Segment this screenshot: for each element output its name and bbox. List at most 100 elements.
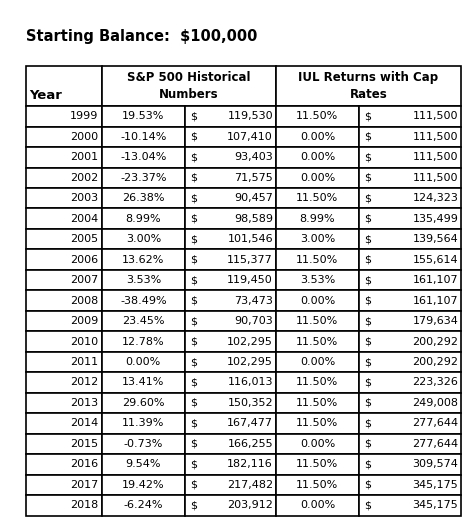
- Bar: [26, 311, 102, 331]
- Bar: [102, 249, 185, 270]
- Text: $: $: [190, 398, 197, 408]
- Text: 3.53%: 3.53%: [300, 275, 335, 285]
- Bar: [359, 393, 461, 413]
- Bar: [276, 393, 359, 413]
- Text: 2006: 2006: [70, 255, 98, 265]
- Text: -38.49%: -38.49%: [120, 296, 166, 306]
- Text: 71,575: 71,575: [234, 173, 273, 183]
- Bar: [26, 106, 102, 127]
- Bar: [276, 331, 359, 352]
- Text: 155,614: 155,614: [413, 255, 458, 265]
- Bar: [102, 167, 185, 188]
- Text: 102,295: 102,295: [227, 337, 273, 347]
- Bar: [102, 393, 185, 413]
- Bar: [185, 270, 276, 290]
- Bar: [359, 127, 461, 147]
- Text: 11.50%: 11.50%: [296, 418, 339, 428]
- Text: $: $: [190, 296, 197, 306]
- Bar: [359, 311, 461, 331]
- Text: 2011: 2011: [70, 357, 98, 367]
- Text: $: $: [364, 398, 371, 408]
- Text: 19.53%: 19.53%: [122, 111, 165, 121]
- Text: 217,482: 217,482: [227, 480, 273, 490]
- Bar: [185, 454, 276, 475]
- Bar: [26, 475, 102, 495]
- Bar: [102, 147, 185, 167]
- Bar: [26, 372, 102, 393]
- Bar: [26, 208, 102, 229]
- Text: $: $: [190, 193, 197, 203]
- Text: 0.00%: 0.00%: [300, 500, 335, 510]
- Bar: [26, 270, 102, 290]
- Bar: [276, 66, 461, 106]
- Text: Year: Year: [29, 89, 62, 102]
- Text: 116,013: 116,013: [228, 377, 273, 387]
- Bar: [102, 413, 185, 434]
- Bar: [359, 106, 461, 127]
- Bar: [185, 413, 276, 434]
- Bar: [359, 270, 461, 290]
- Bar: [102, 290, 185, 311]
- Bar: [185, 311, 276, 331]
- Bar: [26, 66, 102, 106]
- Bar: [359, 290, 461, 311]
- Text: 2015: 2015: [70, 439, 98, 449]
- Bar: [276, 208, 359, 229]
- Text: $: $: [364, 296, 371, 306]
- Bar: [276, 413, 359, 434]
- Text: 90,703: 90,703: [234, 316, 273, 326]
- Text: $: $: [364, 337, 371, 347]
- Text: 115,377: 115,377: [228, 255, 273, 265]
- Text: $: $: [364, 214, 371, 224]
- Bar: [359, 495, 461, 516]
- Text: $: $: [190, 357, 197, 367]
- Bar: [102, 434, 185, 454]
- Text: 3.53%: 3.53%: [126, 275, 161, 285]
- Text: 12.78%: 12.78%: [122, 337, 165, 347]
- Text: 2005: 2005: [70, 234, 98, 244]
- Text: 26.38%: 26.38%: [122, 193, 165, 203]
- Text: S&P 500 Historical: S&P 500 Historical: [127, 71, 251, 84]
- Text: 2017: 2017: [70, 480, 98, 490]
- Text: 182,116: 182,116: [228, 459, 273, 469]
- Text: 0.00%: 0.00%: [300, 357, 335, 367]
- Bar: [185, 393, 276, 413]
- Text: 11.50%: 11.50%: [296, 337, 339, 347]
- Bar: [102, 208, 185, 229]
- Text: 102,295: 102,295: [227, 357, 273, 367]
- Bar: [102, 331, 185, 352]
- Text: 11.50%: 11.50%: [296, 111, 339, 121]
- Text: 11.50%: 11.50%: [296, 377, 339, 387]
- Text: -0.73%: -0.73%: [123, 439, 163, 449]
- Bar: [359, 147, 461, 167]
- Bar: [102, 106, 185, 127]
- Text: 111,500: 111,500: [413, 173, 458, 183]
- Bar: [359, 454, 461, 475]
- Text: 11.39%: 11.39%: [122, 418, 165, 428]
- Text: Rates: Rates: [350, 88, 387, 101]
- Bar: [185, 372, 276, 393]
- Bar: [102, 270, 185, 290]
- Text: $: $: [190, 480, 197, 490]
- Text: $: $: [364, 255, 371, 265]
- Text: 166,255: 166,255: [228, 439, 273, 449]
- Text: 277,644: 277,644: [412, 439, 458, 449]
- Text: 11.50%: 11.50%: [296, 480, 339, 490]
- Bar: [26, 352, 102, 372]
- Bar: [185, 331, 276, 352]
- Bar: [276, 249, 359, 270]
- Text: 277,644: 277,644: [412, 418, 458, 428]
- Text: 161,107: 161,107: [413, 275, 458, 285]
- Bar: [359, 413, 461, 434]
- Text: 167,477: 167,477: [227, 418, 273, 428]
- Text: $: $: [190, 275, 197, 285]
- Text: -23.37%: -23.37%: [120, 173, 166, 183]
- Text: 93,403: 93,403: [234, 152, 273, 162]
- Text: 2013: 2013: [70, 398, 98, 408]
- Text: 124,323: 124,323: [412, 193, 458, 203]
- Text: $: $: [190, 316, 197, 326]
- Text: 139,564: 139,564: [412, 234, 458, 244]
- Text: $: $: [364, 357, 371, 367]
- Bar: [359, 352, 461, 372]
- Text: 2014: 2014: [70, 418, 98, 428]
